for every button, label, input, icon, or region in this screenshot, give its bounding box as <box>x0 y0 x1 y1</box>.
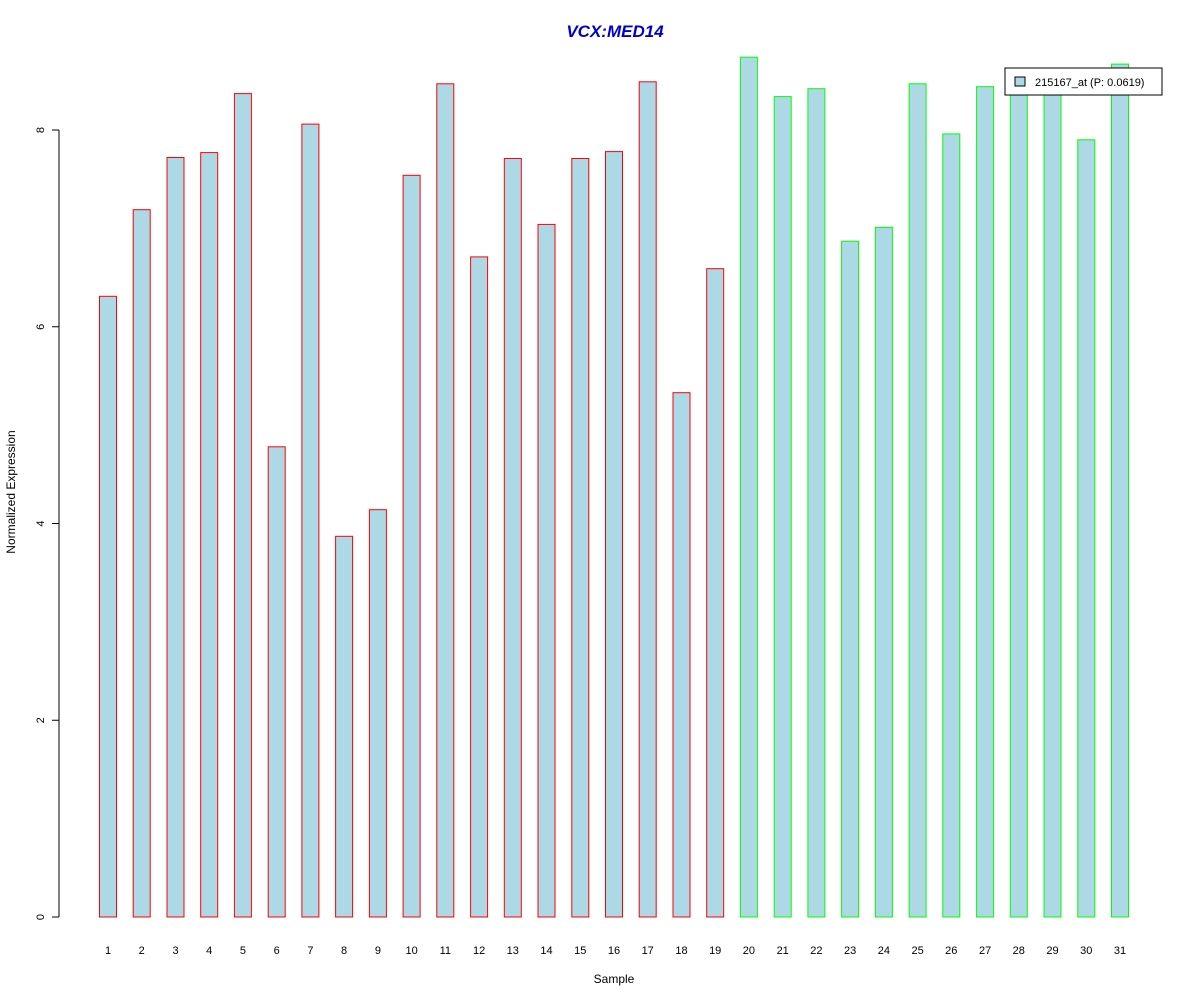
x-tick-label: 18 <box>675 945 687 957</box>
bar <box>470 256 489 918</box>
x-tick-label: 17 <box>642 945 654 957</box>
bar <box>368 509 387 918</box>
legend-box <box>1004 67 1163 96</box>
y-tick-label: 6 <box>35 324 47 330</box>
x-tick-label: 3 <box>172 945 178 957</box>
bar <box>99 295 117 918</box>
bar <box>132 209 151 918</box>
bar <box>537 223 556 918</box>
bar <box>605 151 623 918</box>
bar <box>1077 139 1096 918</box>
y-axis-label: Normalized Expression <box>4 430 18 553</box>
y-tick-label: 4 <box>35 520 47 526</box>
bar <box>976 86 995 918</box>
bar <box>841 240 860 918</box>
bar <box>807 88 826 918</box>
x-tick-label: 26 <box>945 945 957 957</box>
x-tick-label: 7 <box>307 945 313 957</box>
bar <box>773 96 792 918</box>
bar <box>166 157 185 918</box>
x-tick-label: 4 <box>206 945 212 957</box>
x-tick-label: 2 <box>139 945 145 957</box>
x-tick-label: 15 <box>574 945 586 957</box>
x-tick-label: 21 <box>777 945 789 957</box>
bar <box>571 158 590 918</box>
bar <box>739 56 758 918</box>
x-tick-label: 8 <box>341 945 347 957</box>
bar <box>1043 86 1062 918</box>
chart-title: VCX:MED14 <box>566 22 664 41</box>
x-axis-label: Sample <box>594 972 635 986</box>
bar <box>672 392 691 918</box>
x-tick-label: 31 <box>1114 945 1126 957</box>
x-tick-label: 30 <box>1080 945 1092 957</box>
bar <box>503 158 522 918</box>
bar <box>267 446 286 918</box>
bar <box>1111 63 1129 918</box>
x-tick-label: 12 <box>473 945 485 957</box>
x-tick-label: 22 <box>810 945 822 957</box>
x-tick-label: 20 <box>743 945 755 957</box>
x-tick-label: 14 <box>540 945 552 957</box>
bar <box>335 535 354 918</box>
bar <box>301 123 320 918</box>
x-tick-label: 6 <box>274 945 280 957</box>
bar <box>436 83 455 918</box>
bars-group <box>99 56 1129 918</box>
x-tick-label: 11 <box>440 945 451 957</box>
bar <box>942 133 961 918</box>
y-tick-label: 8 <box>35 127 47 133</box>
x-tick-label: 24 <box>878 945 890 957</box>
y-tick-label: 0 <box>35 914 47 920</box>
bar <box>1009 93 1028 918</box>
bar <box>706 268 725 918</box>
x-tick-label: 19 <box>709 945 721 957</box>
x-tick-labels: 1 2 3 4 5 6 7 8 9 10 11 12 13 14 15 16 17 18 19 20 21 22 23 24 2… <box>105 945 1126 957</box>
bar <box>402 174 421 918</box>
x-tick-label: 9 <box>375 945 381 957</box>
y-axis: 0 2 4 6 8 <box>35 127 60 920</box>
bar <box>200 152 219 918</box>
legend-swatch <box>1014 76 1026 87</box>
x-tick-label: 16 <box>608 945 620 957</box>
x-tick-label: 5 <box>240 945 246 957</box>
x-tick-label: 1 <box>105 945 111 957</box>
x-tick-label: 25 <box>911 945 923 957</box>
x-tick-label: 27 <box>979 945 991 957</box>
x-tick-label: 23 <box>844 945 856 957</box>
legend: 215167_at (P: 0.0619) <box>1004 67 1163 96</box>
x-tick-label: 28 <box>1013 945 1025 957</box>
legend-label: 215167_at (P: 0.0619) <box>1035 77 1144 89</box>
bar <box>874 226 893 918</box>
x-tick-label: 10 <box>405 945 417 957</box>
x-tick-label: 29 <box>1046 945 1058 957</box>
x-tick-label: 13 <box>507 945 519 957</box>
bar <box>233 93 252 918</box>
y-tick-label: 2 <box>35 717 47 723</box>
bar <box>638 81 657 918</box>
bar <box>908 83 927 918</box>
